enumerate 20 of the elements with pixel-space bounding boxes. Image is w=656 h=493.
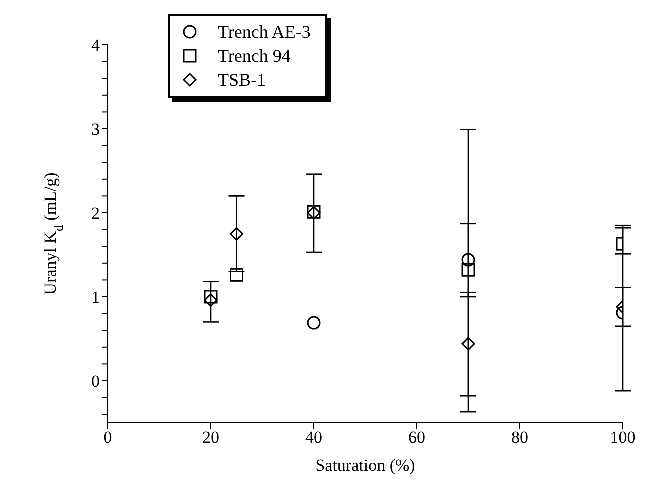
x-tick-label: 80	[512, 428, 528, 448]
point	[307, 316, 321, 330]
point	[204, 294, 218, 308]
y-tick-label: 3	[92, 120, 100, 140]
y-tick-label: 2	[92, 204, 100, 224]
y-tick-label: 4	[92, 36, 100, 56]
x-tick-label: 60	[408, 428, 426, 448]
legend-label: Trench AE-3	[218, 21, 311, 44]
point	[230, 268, 244, 282]
x-tick-label: 40	[306, 428, 322, 448]
x-axis-title: Saturation (%)	[316, 456, 416, 475]
x-tick-label: 100	[610, 428, 636, 448]
legend-label: TSB-1	[218, 69, 266, 92]
legend-label: Trench 94	[218, 45, 291, 68]
x-tick-label: 20	[202, 428, 220, 448]
x-tick-label: 0	[104, 428, 112, 448]
point	[230, 227, 244, 241]
point	[204, 290, 218, 304]
y-tick-label: 0	[92, 372, 100, 392]
y-tick-label: 1	[92, 288, 100, 308]
